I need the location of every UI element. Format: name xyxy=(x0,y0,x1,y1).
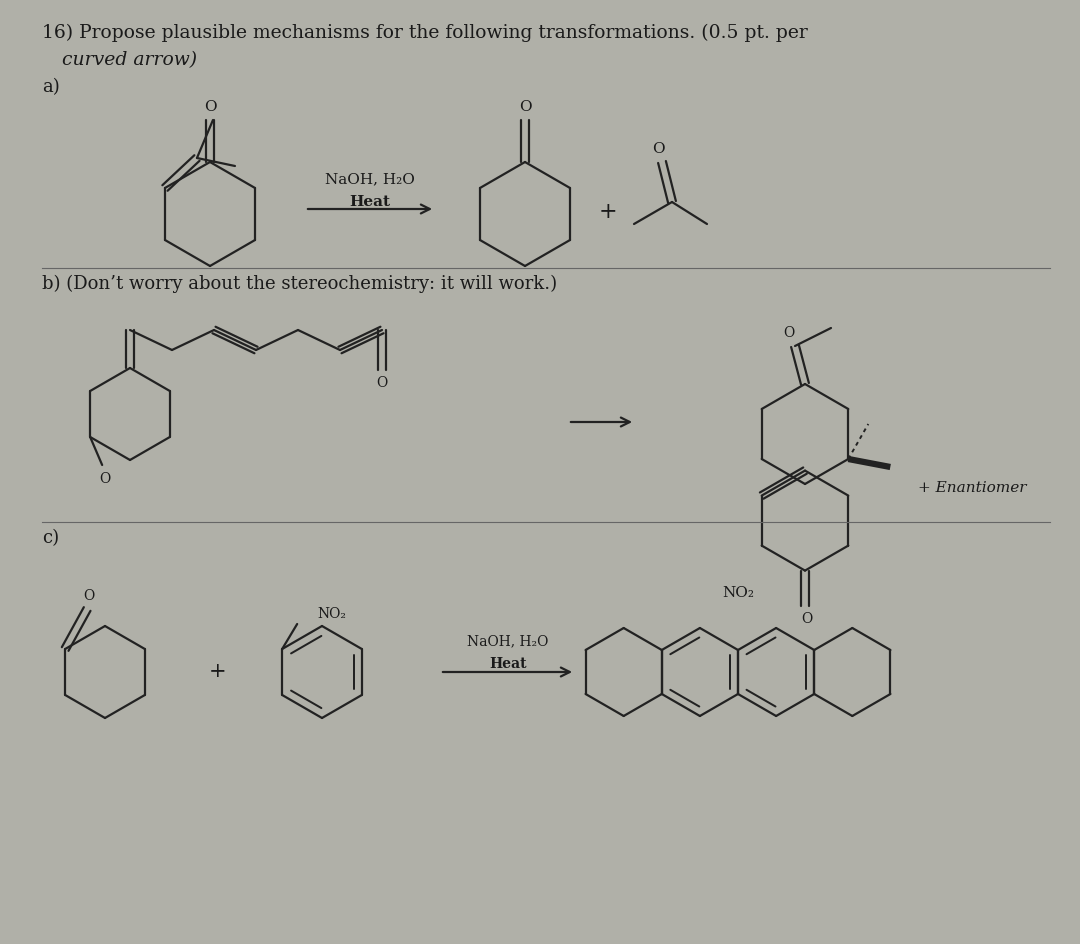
Text: O: O xyxy=(83,589,95,603)
Text: NO₂: NO₂ xyxy=(318,607,347,621)
Text: O: O xyxy=(518,100,531,114)
Text: c): c) xyxy=(42,529,59,547)
Text: Heat: Heat xyxy=(350,195,391,209)
Text: a): a) xyxy=(42,78,59,96)
Text: O: O xyxy=(204,100,216,114)
Text: 16) Propose plausible mechanisms for the following transformations. (0.5 pt. per: 16) Propose plausible mechanisms for the… xyxy=(42,24,808,42)
Text: + Enantiomer: + Enantiomer xyxy=(918,481,1026,495)
Text: NaOH, H₂O: NaOH, H₂O xyxy=(325,172,415,186)
Text: b) (Don’t worry about the stereochemistry: it will work.): b) (Don’t worry about the stereochemistr… xyxy=(42,275,557,294)
Text: curved arrow): curved arrow) xyxy=(62,51,198,69)
Text: O: O xyxy=(99,472,111,486)
Text: NO₂: NO₂ xyxy=(723,586,754,600)
Text: +: + xyxy=(210,663,227,682)
Text: O: O xyxy=(801,612,812,626)
Text: O: O xyxy=(376,376,388,390)
Text: O: O xyxy=(783,326,795,340)
Text: Heat: Heat xyxy=(489,657,527,671)
Text: O: O xyxy=(651,142,664,156)
Text: +: + xyxy=(598,201,618,223)
Text: NaOH, H₂O: NaOH, H₂O xyxy=(468,634,549,648)
